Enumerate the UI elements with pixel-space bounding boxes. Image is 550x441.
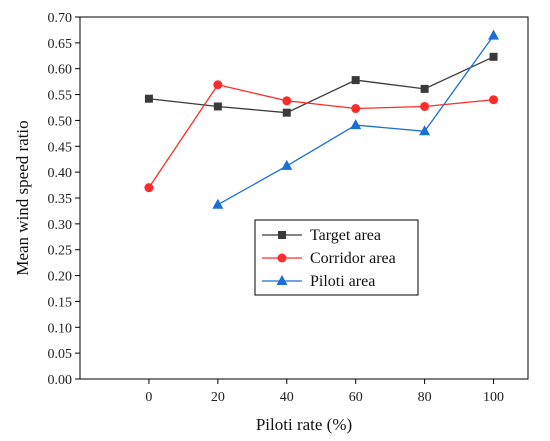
data-point	[351, 76, 360, 85]
legend: Target area Corridor area Piloti area	[254, 219, 419, 296]
series-target-area	[144, 52, 498, 117]
y-tick-label: 0.20	[48, 270, 73, 285]
y-tick-label: 0.70	[48, 11, 73, 26]
y-tick-label: 0.10	[48, 321, 73, 336]
x-axis: 0 20 40 60 80 100	[145, 379, 504, 405]
data-point	[420, 84, 429, 93]
x-tick-label: 60	[349, 390, 363, 405]
data-point	[350, 119, 362, 130]
y-tick-label: 0.45	[48, 140, 73, 155]
y-axis-title: Mean wind speed ratio	[13, 120, 32, 275]
legend-entry: Corridor area	[262, 250, 396, 267]
x-tick-label: 100	[483, 390, 504, 405]
y-tick-label: 0.30	[48, 218, 73, 233]
series-layer	[144, 29, 500, 209]
data-point	[488, 29, 500, 40]
x-tick-label: 80	[418, 390, 432, 405]
x-axis-title: Piloti rate (%)	[256, 415, 352, 434]
data-point	[281, 159, 293, 170]
legend-entry: Target area	[262, 227, 381, 244]
x-tick-label: 40	[280, 390, 294, 405]
data-point	[420, 101, 430, 111]
y-tick-label: 0.00	[48, 373, 73, 388]
series-line	[148, 56, 494, 114]
y-axis: 0.00 0.05 0.10 0.15 0.20 0.25 0.30 0.35 0.40 0.45…	[48, 11, 80, 388]
x-tick-label: 20	[211, 390, 225, 405]
y-tick-label: 0.60	[48, 63, 73, 78]
y-tick-label: 0.55	[48, 89, 73, 104]
data-point	[144, 183, 154, 193]
legend-label: Target area	[310, 227, 381, 244]
series-corridor-area	[144, 80, 499, 193]
y-tick-label: 0.65	[48, 37, 73, 52]
y-tick-label: 0.15	[48, 295, 73, 310]
data-point	[419, 125, 431, 136]
x-tick-label: 0	[145, 390, 152, 405]
data-point	[212, 198, 224, 209]
y-tick-label: 0.35	[48, 192, 73, 207]
data-point	[282, 108, 291, 117]
legend-label: Corridor area	[310, 250, 396, 267]
data-point	[213, 80, 223, 90]
y-tick-label: 0.50	[48, 114, 73, 129]
legend-marker	[278, 231, 286, 239]
y-tick-label: 0.25	[48, 244, 73, 259]
data-point	[351, 104, 361, 114]
plot-frame	[79, 16, 529, 380]
legend-marker	[277, 253, 287, 263]
legend-label: Piloti area	[310, 273, 375, 290]
data-point	[282, 96, 292, 106]
series-piloti-area	[212, 29, 500, 209]
y-tick-label: 0.40	[48, 166, 73, 181]
data-point	[213, 102, 222, 111]
y-tick-label: 0.05	[48, 347, 73, 362]
data-point	[489, 95, 499, 105]
series-line	[148, 84, 494, 189]
data-point	[144, 94, 153, 103]
data-point	[489, 52, 498, 61]
legend-marker	[276, 275, 288, 285]
legend-entry: Piloti area	[262, 273, 375, 290]
